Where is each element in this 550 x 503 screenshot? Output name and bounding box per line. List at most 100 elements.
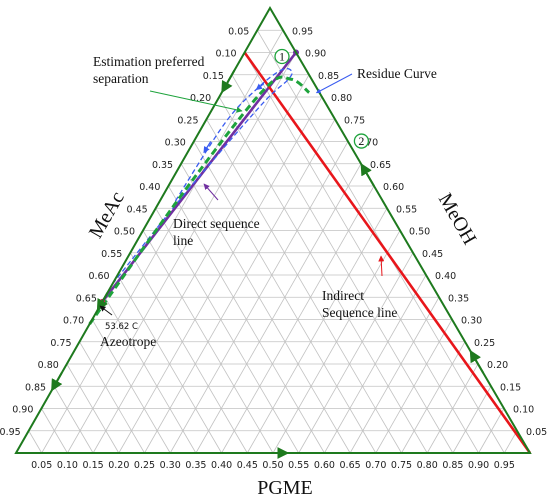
tick-label-left: 0.80 — [38, 360, 59, 371]
point-2-label-circle — [353, 133, 370, 149]
annotations: 1 2 Estimation preferred separation Residue … — [93, 48, 437, 349]
tick-label-right: 0.60 — [383, 182, 404, 193]
tick-label-right: 0.15 — [500, 382, 521, 393]
direct-pointer — [203, 183, 219, 201]
residue-curve — [112, 67, 293, 285]
tick-label-right: 0.75 — [344, 115, 365, 126]
grid-line-meac — [91, 319, 171, 454]
tick-label-left: 0.05 — [228, 26, 249, 37]
tick-label-left: 0.65 — [76, 293, 97, 304]
tick-label-bottom: 0.40 — [211, 460, 232, 471]
tick-labels: 0.05 0.05 0.05 0.10 0.10 0.10 0.15 0.15 0.15 0.20… — [0, 26, 547, 471]
annotation-residue: Residue Curve — [357, 66, 437, 81]
tick-label-right: 0.80 — [331, 93, 352, 104]
frame-arrow — [51, 372, 63, 392]
tick-label-left: 0.85 — [25, 382, 46, 393]
frame-arrow — [469, 349, 485, 374]
grid-line-meac — [104, 297, 197, 454]
grid-line-pgme — [195, 163, 362, 454]
grid-line-pgme — [452, 386, 492, 454]
grid-line-meac — [41, 408, 68, 454]
grid-line-pgme — [272, 230, 401, 454]
annotation-azeotrope-temp: 53.62 C — [105, 322, 138, 332]
tick-label-right: 0.40 — [435, 271, 456, 282]
tick-label-right: 0.05 — [526, 427, 547, 438]
tick-label-bottom: 0.55 — [288, 460, 309, 471]
annotation-indirect: Indirect — [322, 288, 364, 303]
tick-label-bottom: 0.90 — [468, 460, 489, 471]
grid-line-meac — [66, 363, 120, 454]
tick-label-left: 0.50 — [114, 227, 135, 238]
tick-label-right: 0.45 — [422, 249, 443, 260]
annotation-direct: Direct sequence — [173, 216, 260, 231]
grid-line-meac — [206, 119, 402, 454]
tick-label-bottom: 0.20 — [108, 460, 129, 471]
tick-label-left: 0.20 — [190, 93, 211, 104]
tick-label-bottom: 0.70 — [365, 460, 386, 471]
estimation-pointer — [149, 90, 243, 113]
grid-line-meac — [28, 430, 43, 454]
grid-line-meac — [142, 230, 274, 454]
tick-label-left: 0.60 — [88, 271, 109, 282]
tick-label-left: 0.95 — [0, 427, 21, 438]
point-1-label-circle — [274, 48, 290, 65]
tick-label-left: 0.10 — [215, 49, 236, 60]
grid-line-pgme — [349, 297, 440, 454]
tick-label-left: 0.55 — [101, 249, 122, 260]
grid-line-pgme — [92, 74, 310, 454]
grid-line-pgme — [426, 363, 479, 454]
grid-line-pgme — [246, 208, 388, 454]
tick-label-right: 0.90 — [305, 49, 326, 60]
tick-label-right: 0.50 — [409, 227, 430, 238]
annotation-estimation: Estimation preferred — [93, 54, 205, 69]
axis-label-right: MeOH — [434, 189, 481, 248]
grid-line-meac — [180, 163, 351, 454]
tick-label-bottom: 0.95 — [494, 460, 515, 471]
annotation-azeotrope: Azeotrope — [100, 334, 156, 349]
residue-arrow — [203, 141, 212, 154]
grid-line-pgme — [401, 341, 466, 454]
tick-label-left: 0.90 — [12, 405, 33, 416]
tick-label-left: 0.75 — [50, 338, 71, 349]
azeotrope-pointer — [99, 305, 113, 316]
annotation-direct-2: line — [173, 233, 193, 248]
tick-label-left: 0.70 — [63, 316, 84, 327]
tick-label-bottom: 0.10 — [57, 460, 78, 471]
grid-line-pgme — [298, 252, 414, 454]
tick-label-bottom: 0.60 — [314, 460, 335, 471]
indirect-sequence-line — [243, 51, 532, 454]
tick-label-bottom: 0.25 — [134, 460, 155, 471]
tick-label-right: 0.10 — [513, 405, 534, 416]
tick-label-left: 0.35 — [152, 160, 173, 171]
tick-label-right: 0.55 — [396, 204, 417, 215]
grid-line-meac — [79, 341, 145, 454]
tick-label-left: 0.40 — [139, 182, 160, 193]
series-layer — [88, 49, 532, 454]
tick-label-right: 0.30 — [461, 316, 482, 327]
tick-label-right: 0.25 — [474, 338, 495, 349]
grid-line-meac — [117, 274, 222, 454]
tick-label-bottom: 0.35 — [185, 460, 206, 471]
tick-label-bottom: 0.85 — [442, 460, 463, 471]
tick-label-left: 0.30 — [165, 138, 186, 149]
frame-arrow — [96, 292, 109, 312]
estimation-preferred-curve — [88, 75, 311, 325]
tick-label-left: 0.15 — [203, 71, 224, 82]
grid-line-pgme — [503, 430, 518, 454]
grid-line-meac — [129, 252, 248, 454]
tick-label-left: 0.45 — [127, 204, 148, 215]
grid-line-pgme — [478, 408, 505, 454]
grid-line-pgme — [375, 319, 453, 454]
grid-line-pgme — [41, 30, 284, 454]
tick-label-right: 0.65 — [370, 160, 391, 171]
tick-label-bottom: 0.30 — [160, 460, 181, 471]
residue-pointer — [315, 73, 353, 94]
tick-label-bottom: 0.75 — [391, 460, 412, 471]
tick-label-right: 0.35 — [448, 293, 469, 304]
tick-label-bottom: 0.45 — [237, 460, 258, 471]
triangle-frame — [14, 6, 532, 459]
frame-arrow — [221, 69, 236, 94]
grid — [28, 29, 518, 454]
annotation-indirect-2: Sequence line — [322, 305, 397, 320]
